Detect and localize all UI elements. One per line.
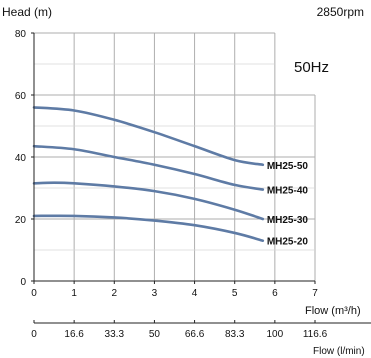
x-tick-label: 5 bbox=[232, 288, 238, 299]
series-label: MH25-40 bbox=[267, 186, 309, 197]
series-group: MH25-50 MH25-40 MH25-30 MH25-20 bbox=[32, 106, 309, 248]
x2-tick-label: 100 bbox=[267, 329, 284, 340]
x2-tick-label: 116.6 bbox=[303, 329, 328, 340]
x2-tick-label: 66.6 bbox=[185, 329, 205, 340]
y-tick-label: 80 bbox=[15, 29, 27, 40]
speed-label: 2850rpm bbox=[317, 5, 364, 19]
x-tick-label: 3 bbox=[152, 288, 158, 299]
x-tick-label: 4 bbox=[192, 288, 198, 299]
grid bbox=[34, 32, 316, 281]
series-line-mh25-40 bbox=[32, 144, 265, 191]
x2-tick-label: 0 bbox=[31, 329, 37, 340]
x2-tick-label: 16.6 bbox=[64, 329, 84, 340]
axes: 0 20 40 60 80 0 1 2 3 4 5 6 7 0 16.6 33.3 50 66.6 83.3 100 1… bbox=[15, 29, 371, 340]
axis-labels: Head (m) 2850rpm 50Hz Flow (m³/h) Flow (… bbox=[2, 5, 365, 357]
y-tick-label: 60 bbox=[15, 91, 27, 102]
y-tick-label: 20 bbox=[15, 215, 27, 226]
series-label: MH25-30 bbox=[267, 215, 309, 226]
x2-axis-label: Flow (l/min) bbox=[313, 346, 365, 357]
y-tick-label: 0 bbox=[20, 277, 26, 288]
series-line-mh25-50 bbox=[32, 106, 265, 167]
series-label: MH25-50 bbox=[267, 161, 309, 172]
x2-tick-label: 33.3 bbox=[105, 329, 125, 340]
x-tick-label: 1 bbox=[71, 288, 77, 299]
x2-tick-label: 50 bbox=[149, 329, 161, 340]
x-tick-label: 7 bbox=[312, 288, 318, 299]
x-axis-label: Flow (m³/h) bbox=[305, 305, 361, 317]
x-tick-label: 0 bbox=[31, 288, 37, 299]
x-tick-label: 6 bbox=[272, 288, 278, 299]
series-line-mh25-30 bbox=[32, 181, 265, 221]
series-label: MH25-20 bbox=[267, 237, 309, 248]
series-line-mh25-20 bbox=[32, 214, 265, 242]
y-axis-label: Head (m) bbox=[2, 5, 52, 19]
y-tick-label: 40 bbox=[15, 153, 27, 164]
frequency-label: 50Hz bbox=[294, 59, 329, 76]
x2-tick-label: 83.3 bbox=[225, 329, 245, 340]
x-tick-label: 2 bbox=[112, 288, 118, 299]
